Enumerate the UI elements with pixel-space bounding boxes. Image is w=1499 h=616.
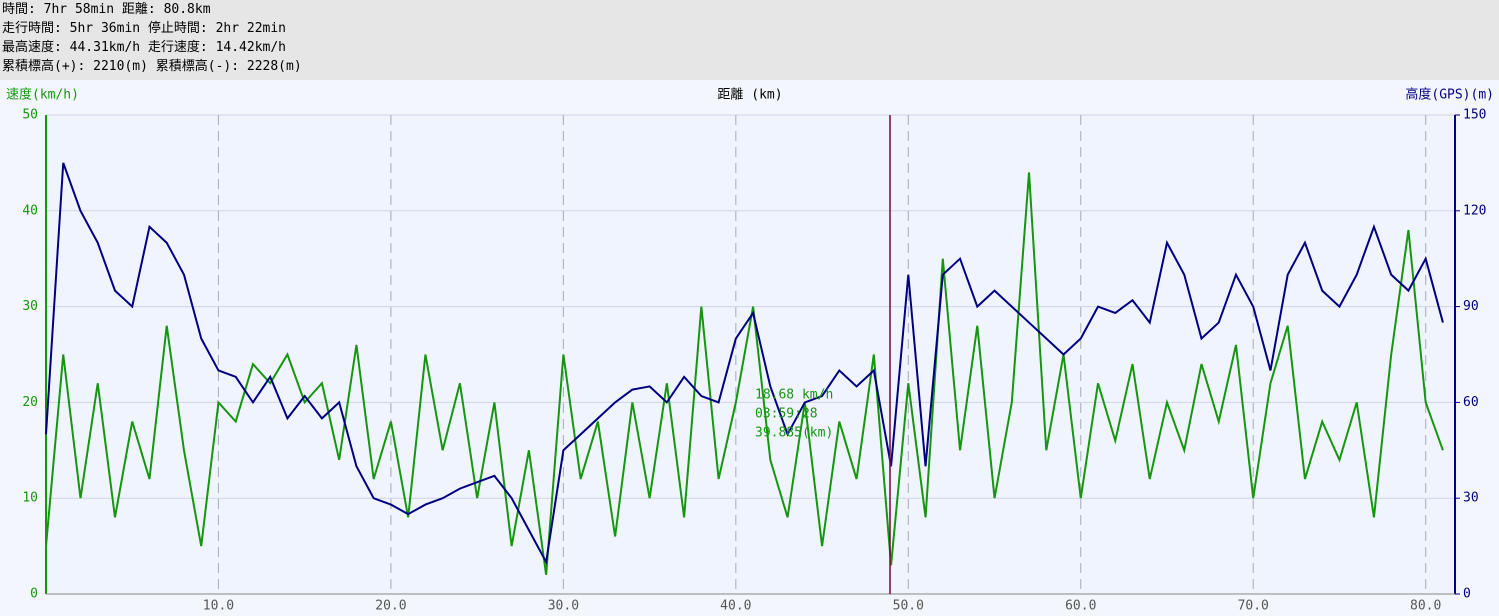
y-tick-label: 20 [22, 395, 38, 410]
y2-tick-label: 90 [1463, 299, 1479, 314]
y2-tick-label: 30 [1463, 491, 1479, 506]
x-tick-label: 20.0 [375, 599, 406, 614]
y-tick-label: 40 [22, 203, 38, 218]
x-axis-label: 距離 (km) [717, 88, 782, 103]
x-tick-label: 30.0 [548, 599, 579, 614]
tooltip-text: 03:59:28 [755, 407, 818, 422]
summary-line: 走行時間: 5hr 36min 停止時間: 2hr 22min [2, 21, 287, 36]
y-axis-label: 速度(km/h) [6, 87, 79, 103]
y2-axis-label: 高度(GPS)(m) [1405, 87, 1494, 103]
tooltip-text: 18.68 km/h [755, 388, 833, 403]
y2-tick-label: 120 [1463, 203, 1486, 218]
y2-tick-label: 150 [1463, 108, 1486, 123]
y-tick-label: 50 [22, 108, 38, 123]
x-tick-label: 10.0 [203, 599, 234, 614]
x-tick-label: 60.0 [1065, 599, 1096, 614]
summary-line: 最高速度: 44.31km/h 走行速度: 14.42km/h [2, 40, 287, 55]
y-tick-label: 0 [30, 587, 38, 602]
tooltip-text: 39.885(km) [755, 426, 833, 441]
x-tick-label: 40.0 [720, 599, 751, 614]
summary-line: 時間: 7hr 58min 距離: 80.8km [2, 2, 211, 17]
plot-area [46, 115, 1455, 594]
series-line [45, 172, 1444, 575]
y2-tick-label: 60 [1463, 395, 1479, 410]
summary-line: 累積標高(+): 2210(m) 累積標高(-): 2228(m) [2, 59, 302, 74]
y2-tick-label: 0 [1463, 587, 1471, 602]
series-line [45, 162, 1444, 566]
y-tick-label: 10 [22, 491, 38, 506]
x-tick-label: 80.0 [1410, 599, 1441, 614]
summary-panel: 時間: 7hr 58min 距離: 80.8km 走行時間: 5hr 36min… [0, 0, 1499, 80]
y-tick-label: 30 [22, 299, 38, 314]
x-tick-label: 70.0 [1238, 599, 1269, 614]
x-tick-label: 50.0 [893, 599, 924, 614]
